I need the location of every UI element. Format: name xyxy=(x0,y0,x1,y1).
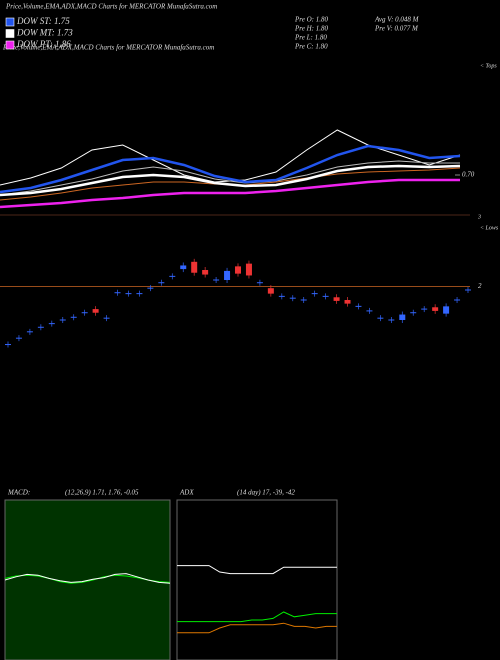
series-line xyxy=(0,178,460,209)
info-label: Pre L: 1.80 xyxy=(294,34,327,42)
candle xyxy=(224,270,231,280)
panel-subtitle: (14 day) 17, -39, -42 xyxy=(237,489,295,497)
series-line xyxy=(177,622,337,634)
info-label: Pre H: 1.80 xyxy=(294,25,328,33)
annotation: < Lows xyxy=(480,225,499,231)
candle xyxy=(202,270,209,275)
legend-swatch xyxy=(5,40,15,50)
series-line xyxy=(177,611,337,623)
panel-subtitle: (12,26,9) 1.71, 1.76, -0.05 xyxy=(65,489,139,497)
annotation: < Tops xyxy=(480,63,497,69)
chart-title: Price,Volume,EMA,ADX,MACD Charts for MER… xyxy=(5,3,217,11)
series-line xyxy=(0,144,461,194)
candle xyxy=(191,261,198,273)
legend-label: DOW MT: 1.73 xyxy=(16,28,73,38)
series-line xyxy=(0,160,460,196)
candle xyxy=(432,307,439,311)
candle xyxy=(92,309,99,313)
y-tick-label: 2 xyxy=(478,282,482,290)
legend-swatch xyxy=(5,29,15,38)
series-line xyxy=(177,565,337,575)
panel-title: Price,Volume,EMA,ADX,MACD Charts for MER… xyxy=(2,44,214,52)
panel-title: MACD: xyxy=(7,489,30,497)
info-label: Avg V: 0.048 M xyxy=(374,16,420,24)
candle xyxy=(344,300,351,304)
info-label: Pre C: 1.80 xyxy=(294,43,328,51)
candle xyxy=(180,265,187,270)
legend-swatch xyxy=(5,17,15,27)
candle xyxy=(443,306,450,314)
info-label: Pre V: 0.077 M xyxy=(374,25,419,33)
series-line xyxy=(0,164,461,197)
candle xyxy=(245,263,252,276)
candle xyxy=(399,314,406,320)
legend-label: DOW ST: 1.75 xyxy=(16,16,70,26)
annotation: 3 xyxy=(477,214,481,220)
legend-label: DOW PT: 1.86 xyxy=(16,39,71,49)
candle xyxy=(333,297,340,301)
panel-title: ADX xyxy=(179,489,194,497)
info-label: Pre O: 1.80 xyxy=(294,16,328,24)
candle xyxy=(267,288,274,294)
series-line xyxy=(4,573,171,584)
panel-bg xyxy=(176,499,338,660)
y-tick-label: 0.70 xyxy=(462,171,475,179)
candle xyxy=(235,266,241,274)
